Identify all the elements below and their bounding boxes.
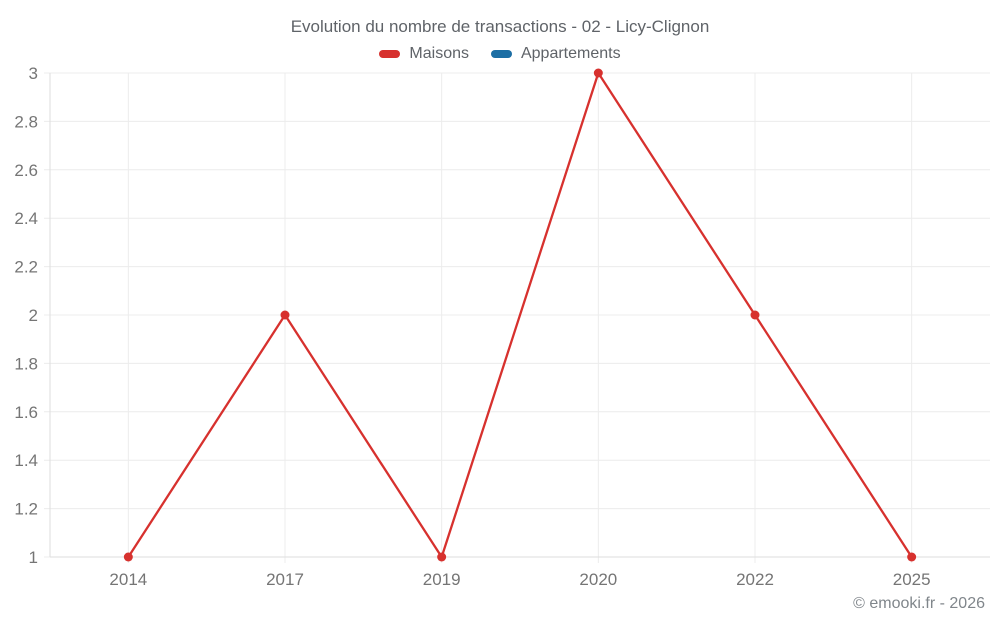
x-tick-label: 2014	[109, 570, 147, 589]
data-point-maisons-2025[interactable]	[907, 552, 917, 562]
series-line-maisons	[127, 71, 913, 559]
data-point-maisons-2014[interactable]	[123, 552, 133, 562]
x-tick-label: 2019	[423, 570, 461, 589]
legend-swatch-appartements	[490, 50, 512, 58]
y-tick-label: 1.2	[14, 500, 38, 519]
y-tick-label: 1.6	[14, 403, 38, 422]
legend-item-maisons[interactable]: Maisons	[379, 45, 469, 63]
data-point-maisons-2017[interactable]	[280, 310, 290, 320]
legend-swatch-maisons	[379, 50, 401, 58]
y-tick-label: 2.4	[14, 209, 38, 228]
legend-item-appartements[interactable]: Appartements	[490, 45, 621, 63]
y-tick-label: 2.6	[14, 161, 38, 180]
legend-label-appartements: Appartements	[520, 45, 621, 62]
y-tick-label: 2	[29, 306, 38, 325]
data-point-maisons-2020[interactable]	[593, 68, 603, 78]
footer-credit: © emooki.fr - 2026	[853, 595, 985, 612]
y-tick-label: 1.4	[14, 451, 38, 470]
y-tick-label: 2.2	[14, 258, 38, 277]
data-point-maisons-2022[interactable]	[750, 310, 760, 320]
x-tick-label: 2017	[266, 570, 304, 589]
y-tick-label: 1	[29, 548, 38, 567]
x-tick-label: 2020	[579, 570, 617, 589]
chart-title: Evolution du nombre de transactions - 02…	[290, 17, 710, 36]
x-tick-label: 2022	[736, 570, 774, 589]
y-tick-label: 1.8	[14, 354, 38, 373]
y-tick-label: 3	[29, 64, 38, 83]
chart-legend: Maisons Appartements	[0, 45, 1000, 63]
x-tick-label: 2025	[893, 570, 931, 589]
data-point-maisons-2019[interactable]	[437, 552, 447, 562]
legend-label-maisons: Maisons	[409, 45, 469, 62]
y-tick-label: 2.8	[14, 112, 38, 131]
